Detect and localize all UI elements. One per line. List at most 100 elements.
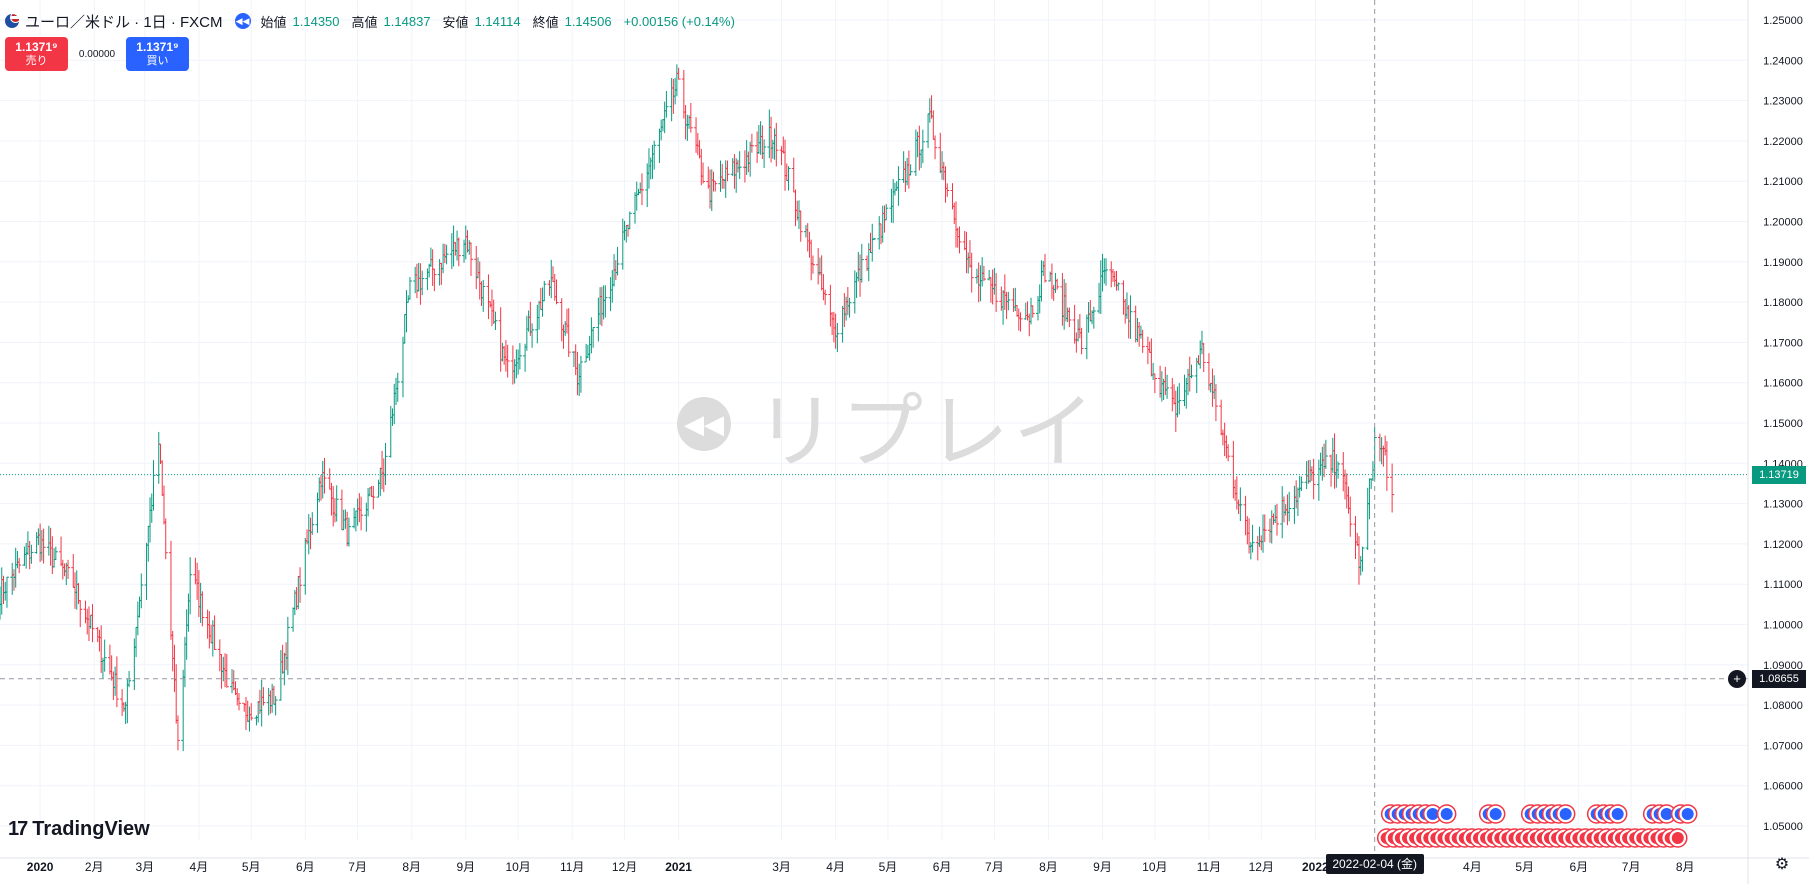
replay-icon[interactable]: ◀◀ [234, 13, 251, 29]
crosshair-date-label: 2022-02-04 (金) [1325, 854, 1424, 874]
ohlc-bar [1201, 343, 1206, 373]
y-tick-label: 1.20000 [1763, 217, 1803, 229]
high-value: 1.14837 [383, 13, 431, 29]
x-tick-label: 6月 [933, 860, 952, 874]
buy-price: 1.1371⁹ [136, 40, 179, 55]
ohlc-bar [627, 211, 632, 230]
ohlc-bar [493, 311, 498, 331]
chart-lines [0, 0, 1748, 858]
ohlc-bar [713, 180, 718, 192]
eu-flag-icon [1489, 808, 1502, 820]
x-tick-label: 6月 [1569, 860, 1588, 874]
x-tick-label: 12月 [612, 860, 637, 874]
ohlc-bar [303, 537, 308, 595]
ohlc-bar [420, 270, 425, 296]
ohlc-bar [945, 183, 950, 197]
ohlc-bar [791, 157, 796, 193]
ohlc-bar [884, 204, 889, 221]
sell-button[interactable]: 1.1371⁹ 売り [5, 37, 68, 71]
x-tick-label: 3月 [135, 860, 154, 874]
y-tick-label: 1.09000 [1763, 660, 1803, 672]
plus-circle-icon[interactable]: + [1728, 669, 1746, 688]
x-tick-label: 11月 [560, 860, 584, 874]
ohlc-bar [688, 103, 693, 133]
economic-event-markers [1376, 804, 1698, 848]
y-tick-label: 1.23000 [1763, 96, 1803, 108]
x-tick-label: 12月 [1249, 860, 1274, 874]
gear-icon[interactable]: ⚙ [1774, 856, 1790, 873]
eu-flag-icon [1611, 808, 1624, 820]
ohlc-bar [1323, 439, 1328, 469]
x-tick-label: 4月 [190, 860, 209, 874]
y-tick-label: 1.11000 [1764, 579, 1803, 591]
x-tick-label: 2021 [665, 860, 692, 874]
x-tick-label: 3月 [772, 860, 791, 874]
ohlc-bar [1067, 307, 1072, 328]
ohlc-bar [1091, 306, 1096, 329]
x-tick-label: 5月 [242, 860, 261, 874]
eu-flag-icon [1660, 808, 1673, 820]
ohlc-bar [371, 485, 376, 510]
ohlc-bar [17, 557, 22, 574]
ohlc-bar [29, 544, 34, 564]
sell-price: 1.1371⁹ [15, 40, 58, 55]
ohlc-bar [933, 135, 938, 160]
ohlc-bar [639, 173, 644, 206]
y-tick-label: 1.15000 [1763, 418, 1803, 430]
buy-button[interactable]: 1.1371⁹ 買い [126, 37, 189, 71]
ohlc-bar [1104, 258, 1109, 286]
y-tick-label: 1.08000 [1763, 700, 1803, 712]
ohlc-bar [603, 285, 608, 318]
ohlc-bar [676, 67, 681, 80]
x-tick-label: 7月 [985, 860, 1004, 874]
symbol-title[interactable]: ユーロ／米ドル · 1日 · FXCM [25, 13, 223, 31]
x-tick-label: 10月 [1142, 860, 1167, 874]
ohlc-bar [481, 279, 486, 312]
x-tick-label: 2020 [27, 860, 54, 874]
ohlc-bar [163, 518, 168, 560]
crosshair-price-label: 1.08655 [1752, 669, 1806, 688]
open-label: 始値 [260, 14, 287, 30]
tradingview-logo[interactable]: 17 TradingView [8, 818, 150, 841]
ohlc-bar [498, 307, 503, 372]
ohlc-bar [810, 255, 815, 274]
buy-label: 買い [146, 54, 169, 67]
ohlc-bar [469, 242, 474, 276]
tradingview-mark-icon: 17 [8, 818, 28, 840]
ohlc-bar [872, 237, 876, 241]
symbol-legend: ユーロ／米ドル · 1日 · FXCM ◀◀ 始値 1.14350 高値 1.1… [5, 11, 735, 31]
ohlc-bar [517, 343, 522, 370]
ohlc-bar [1299, 476, 1304, 492]
ohlc-bar [334, 485, 339, 522]
ohlc-bar [407, 277, 412, 300]
x-tick-label: 7月 [1622, 860, 1641, 874]
ohlc-bar [298, 567, 303, 603]
ohlc-bar [1226, 444, 1231, 462]
ohlc-bar [175, 715, 180, 751]
y-tick-label: 1.25000 [1763, 15, 1803, 27]
y-tick-label: 1.13000 [1763, 499, 1803, 511]
x-tick-label: 2022 [1302, 860, 1329, 874]
y-tick-label: 1.21000 [1763, 176, 1803, 188]
ohlc-bar [1213, 384, 1218, 422]
ohlc-bars [0, 64, 1395, 752]
open-value: 1.14350 [292, 13, 340, 29]
ohlc-bar [847, 297, 852, 318]
ohlc-bar [249, 703, 254, 721]
close-label: 終値 [532, 14, 559, 30]
ohlc-bar [1030, 305, 1035, 318]
ohlc-bar [1140, 329, 1145, 353]
y-tick-label: 1.16000 [1763, 378, 1803, 390]
ohlc-bar [1311, 458, 1316, 500]
ohlc-bar [1152, 373, 1157, 394]
ohlc-bar [78, 600, 83, 628]
x-tick-label: 8月 [402, 860, 421, 874]
ohlc-bar [615, 246, 620, 276]
x-tick-label: 5月 [879, 860, 898, 874]
ohlc-bar [285, 616, 290, 675]
eur-usd-flag-icon[interactable] [5, 14, 19, 28]
ohlc-bar [236, 693, 241, 711]
ohlc-bar [1238, 487, 1243, 522]
